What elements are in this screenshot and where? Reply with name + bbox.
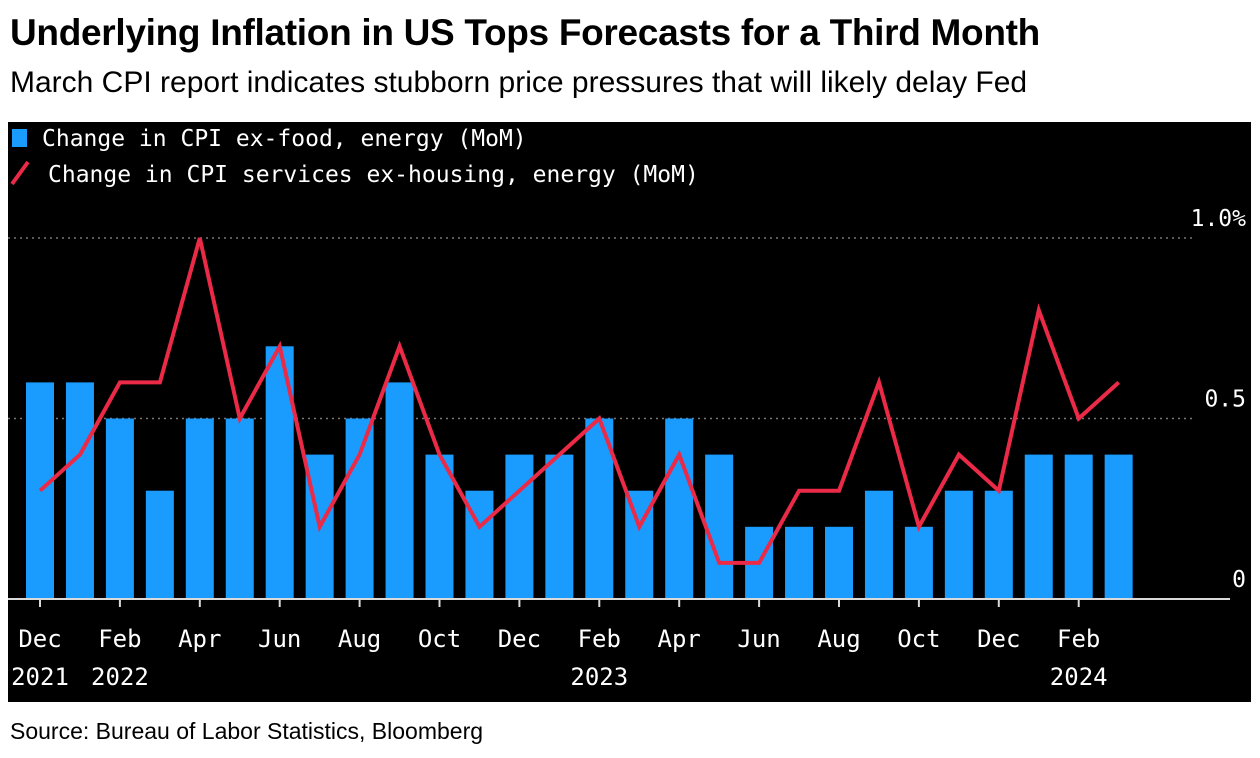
legend: Change in CPI ex-food, energy (MoM) Chan… [10,126,699,188]
gridlines [8,237,1193,420]
bar [145,490,174,599]
bar [665,418,694,599]
x-tick-month: Apr [178,625,221,653]
bar [1064,454,1093,599]
source-note: Source: Bureau of Labor Statistics, Bloo… [10,718,484,744]
bar [185,418,214,599]
bar [545,454,574,599]
x-tick-month: Feb [578,625,621,653]
chart-subtitle: March CPI report indicates stubborn pric… [10,66,1028,99]
bar [984,490,1013,599]
x-tick-month: Oct [897,625,940,653]
y-tick-label: 0 [1232,567,1246,593]
legend-label-bars: Change in CPI ex-food, energy (MoM) [42,126,527,152]
x-tick-month: Aug [338,625,381,653]
x-tick-month: Dec [977,625,1020,653]
line-path [38,237,1121,565]
legend-label-line: Change in CPI services ex-housing, energ… [48,162,699,188]
bar [505,454,534,599]
x-tick-month: Dec [498,625,541,653]
bar [1024,454,1053,599]
bar [1104,454,1133,599]
x-tick-year: 2021 [11,663,69,691]
y-tick-label: 1.0% [1191,206,1247,232]
y-axis-labels: 0 0.5 1.0% [1191,206,1247,593]
x-tick-year: 2024 [1050,663,1108,691]
bar [705,454,734,599]
x-tick-month: Aug [817,625,860,653]
chart-panel: Change in CPI ex-food, energy (MoM) Chan… [8,122,1251,702]
bar [864,490,893,599]
bar-series [26,346,1133,599]
bar [825,526,853,599]
x-tick-month: Feb [98,625,141,653]
x-tick-month: Apr [658,625,701,653]
x-tick-month: Oct [418,625,461,653]
chart-svg: Change in CPI ex-food, energy (MoM) Chan… [8,126,1247,691]
x-tick-year: 2022 [91,663,149,691]
x-tick-year: 2023 [570,663,628,691]
bar [225,418,254,599]
legend-line-swatch [10,160,30,186]
bar [65,382,94,599]
bar [105,418,134,599]
bar [425,454,454,599]
bar [904,526,933,599]
x-tick-month: Jun [258,625,301,653]
x-tick-month: Feb [1057,625,1100,653]
chart-title: Underlying Inflation in US Tops Forecast… [10,12,1040,53]
x-tick-month: Jun [737,625,780,653]
line-series [38,237,1121,565]
bar [385,382,414,599]
bar [944,490,973,599]
x-axis: Dec 2021 Feb 2022 Apr Jun Aug Oct Dec Feb 2023 Apr J… [8,598,1230,691]
legend-bar-swatch [12,129,27,147]
bar [785,526,814,599]
bar [345,418,374,599]
x-tick-month: Dec [18,625,61,653]
y-tick-label: 0.5 [1204,387,1246,413]
